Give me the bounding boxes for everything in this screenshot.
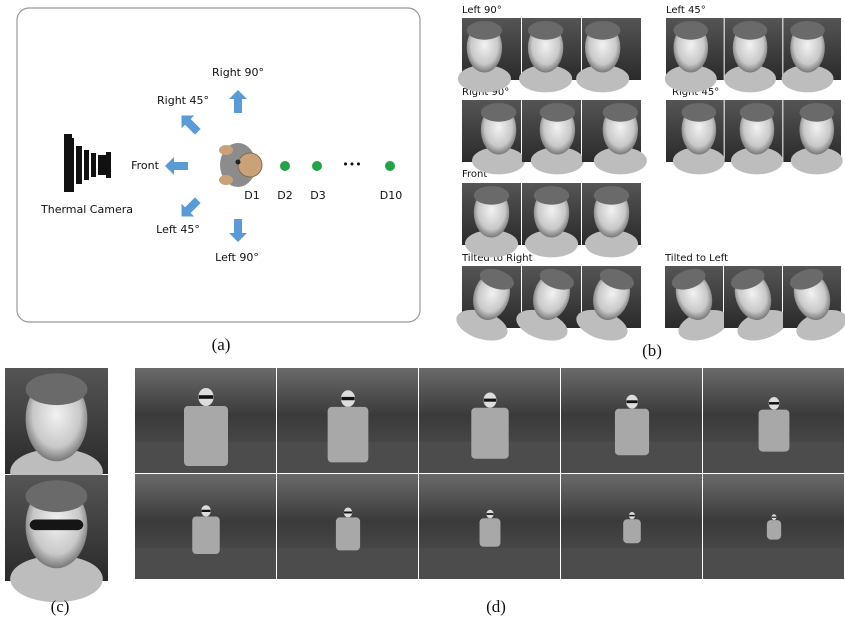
- floor: [277, 548, 418, 579]
- person-glasses: [629, 515, 635, 516]
- hair: [528, 21, 563, 40]
- hair: [673, 21, 708, 40]
- face-image: [720, 262, 792, 346]
- distance-label: D10: [380, 189, 402, 202]
- hair: [733, 21, 768, 40]
- person-glasses: [769, 402, 779, 405]
- face-image: [779, 262, 845, 346]
- scene-image: [135, 474, 276, 579]
- face-image: [512, 262, 585, 346]
- face-image: [522, 100, 584, 174]
- scene-image: [277, 474, 418, 579]
- scene-image: [419, 474, 560, 579]
- face-image: [661, 262, 733, 346]
- scene-image: [277, 368, 418, 473]
- hair: [740, 103, 775, 122]
- face-image: [572, 262, 645, 346]
- direction-label: Right 45°: [157, 94, 209, 107]
- scene-image: [561, 474, 702, 579]
- person-glasses: [202, 510, 211, 512]
- face-image: [724, 18, 782, 92]
- person-body: [184, 406, 228, 466]
- hair: [585, 21, 620, 40]
- distance-label: D2: [277, 189, 292, 202]
- hair: [603, 103, 638, 122]
- scene-image: [135, 368, 276, 473]
- caption: (c): [51, 597, 70, 616]
- face-image: [522, 183, 581, 257]
- hair: [474, 186, 509, 205]
- person-glasses: [487, 513, 494, 515]
- person-body: [192, 517, 220, 555]
- hair: [594, 186, 629, 205]
- panel-a: Thermal Camera Right 90° Right 45° Front…: [17, 8, 420, 354]
- hair: [467, 21, 502, 40]
- hair: [481, 103, 516, 122]
- ellipsis: •••: [342, 158, 361, 171]
- face-image: [519, 18, 581, 92]
- person-glasses: [626, 400, 637, 403]
- group-label: Left 90°: [462, 5, 502, 16]
- group-label: Tilted to Left: [664, 253, 728, 264]
- hair: [26, 480, 88, 512]
- direction-label: Left 90°: [215, 251, 259, 264]
- scene-image: [419, 368, 560, 473]
- scene-image: [703, 368, 844, 473]
- face-image: [5, 475, 108, 602]
- group-label: Left 45°: [666, 5, 706, 16]
- person-body: [615, 409, 649, 456]
- direction-label: Front: [131, 159, 160, 172]
- face-image: [665, 18, 724, 92]
- hair: [799, 103, 834, 122]
- person-body: [759, 410, 790, 452]
- caption: (b): [642, 341, 662, 360]
- hair: [534, 186, 569, 205]
- distance-label: D1: [244, 189, 259, 202]
- direction-label: Left 45°: [156, 223, 200, 236]
- scene-image: [703, 474, 844, 579]
- person-glasses: [344, 511, 352, 513]
- face-image: [462, 100, 525, 174]
- person-body: [767, 520, 781, 540]
- person-body: [480, 518, 501, 547]
- hair: [540, 103, 575, 122]
- face-image: [458, 18, 521, 92]
- scene-image: [561, 368, 702, 473]
- face-image: [582, 183, 641, 257]
- floor: [561, 548, 702, 579]
- hair: [26, 373, 88, 405]
- glasses: [30, 520, 84, 531]
- face-image: [576, 18, 641, 92]
- figure: Thermal Camera Right 90° Right 45° Front…: [0, 0, 845, 626]
- distance-label: D3: [310, 189, 325, 202]
- caption: (d): [486, 597, 506, 616]
- hair: [682, 103, 717, 122]
- face-image: [783, 100, 842, 174]
- hair: [790, 21, 825, 40]
- face-image: [462, 183, 521, 257]
- caption: (a): [212, 335, 231, 354]
- person-body: [328, 407, 369, 463]
- face-image: [725, 100, 783, 174]
- person-glasses: [772, 517, 777, 518]
- person-glasses: [341, 397, 354, 400]
- person-glasses: [199, 395, 213, 399]
- face-image: [782, 18, 841, 92]
- face-image: [666, 100, 725, 174]
- person-glasses: [484, 399, 496, 402]
- camera-label: Thermal Camera: [40, 203, 133, 216]
- direction-label: Right 90°: [212, 66, 264, 79]
- floor: [703, 548, 844, 579]
- person-body: [623, 519, 641, 543]
- person-body: [336, 517, 360, 550]
- face-image: [452, 262, 525, 346]
- person-body: [471, 408, 508, 459]
- face-image: [582, 100, 647, 174]
- floor: [419, 548, 560, 579]
